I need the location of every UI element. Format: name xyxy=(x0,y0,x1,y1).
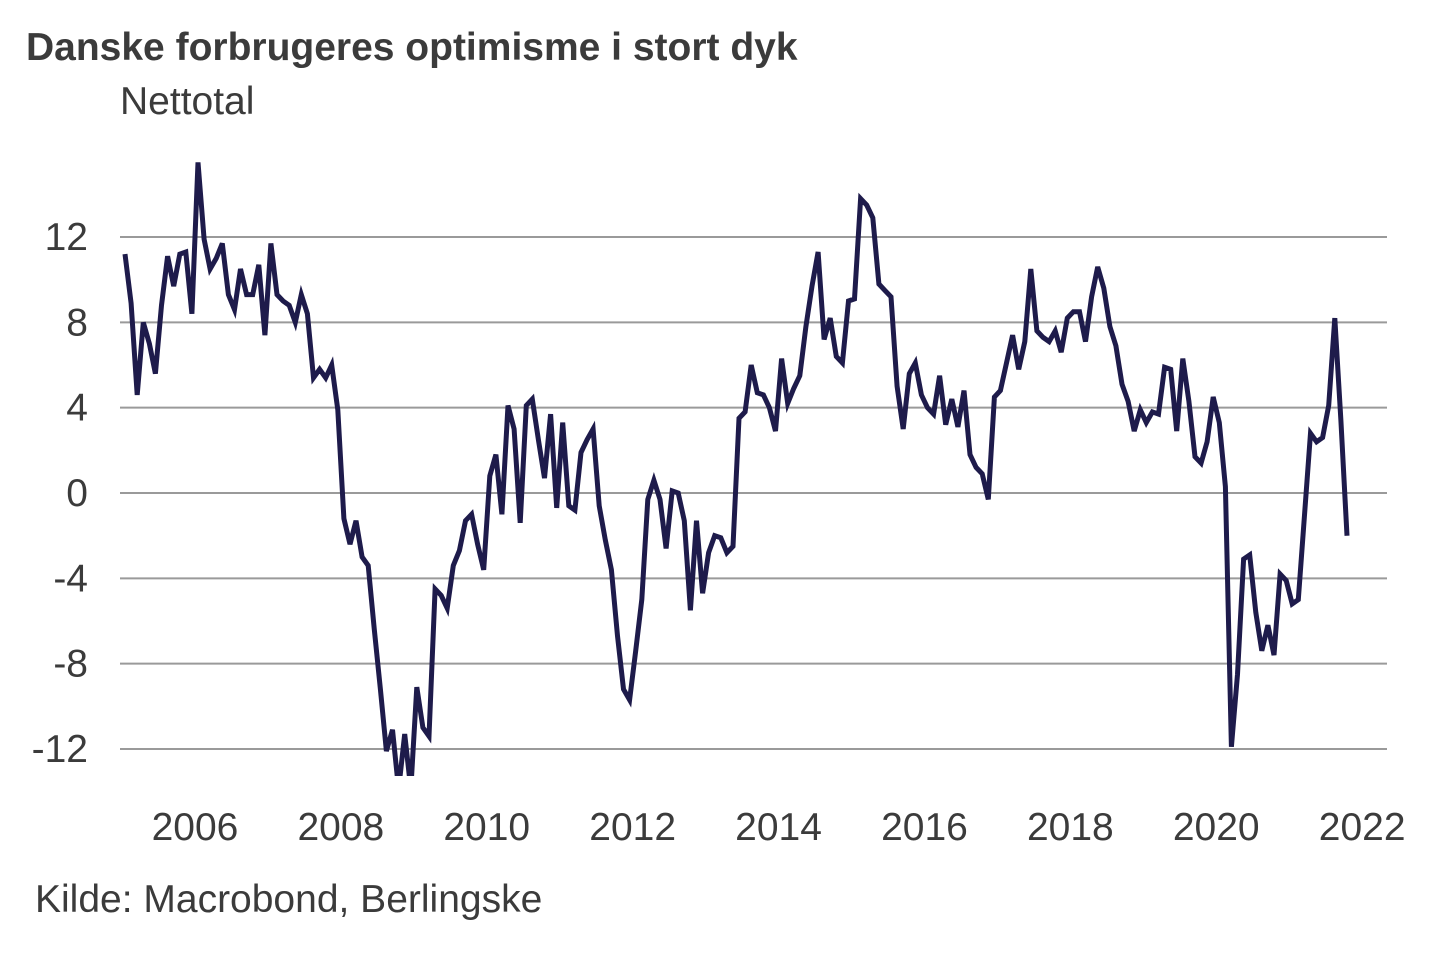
y-tick-label: -12 xyxy=(32,728,88,771)
x-tick-label: 2020 xyxy=(1173,806,1260,849)
y-tick-label: -4 xyxy=(53,557,88,600)
chart-title: Danske forbrugeres optimisme i stort dyk xyxy=(26,26,798,69)
y-tick-label: 4 xyxy=(66,387,88,430)
y-tick-label: 0 xyxy=(66,472,88,515)
x-tick-label: 2016 xyxy=(881,806,968,849)
x-tick-label: 2014 xyxy=(735,806,822,849)
x-tick-label: 2008 xyxy=(297,806,384,849)
y-tick-label: -8 xyxy=(53,643,88,686)
y-tick-label: 8 xyxy=(66,301,88,344)
series-group xyxy=(122,162,1350,776)
y-axis-label: Nettotal xyxy=(120,80,255,123)
x-tick-label: 2018 xyxy=(1027,806,1114,849)
x-tick-label: 2012 xyxy=(589,806,676,849)
y-tick-label: 12 xyxy=(45,216,88,259)
series-line xyxy=(122,162,1350,776)
x-tick-label: 2006 xyxy=(152,806,239,849)
x-tick-labels: 2006 2008 2010 2012 2014 2016 2018 2020 2022 xyxy=(152,806,1406,849)
y-tick-labels: 12 8 4 0 -4 -8 -12 xyxy=(32,216,88,771)
gridlines xyxy=(120,236,1387,750)
x-tick-label: 2010 xyxy=(443,806,530,849)
source-note: Kilde: Macrobond, Berlingske xyxy=(35,878,543,921)
x-tick-label: 2022 xyxy=(1319,806,1406,849)
